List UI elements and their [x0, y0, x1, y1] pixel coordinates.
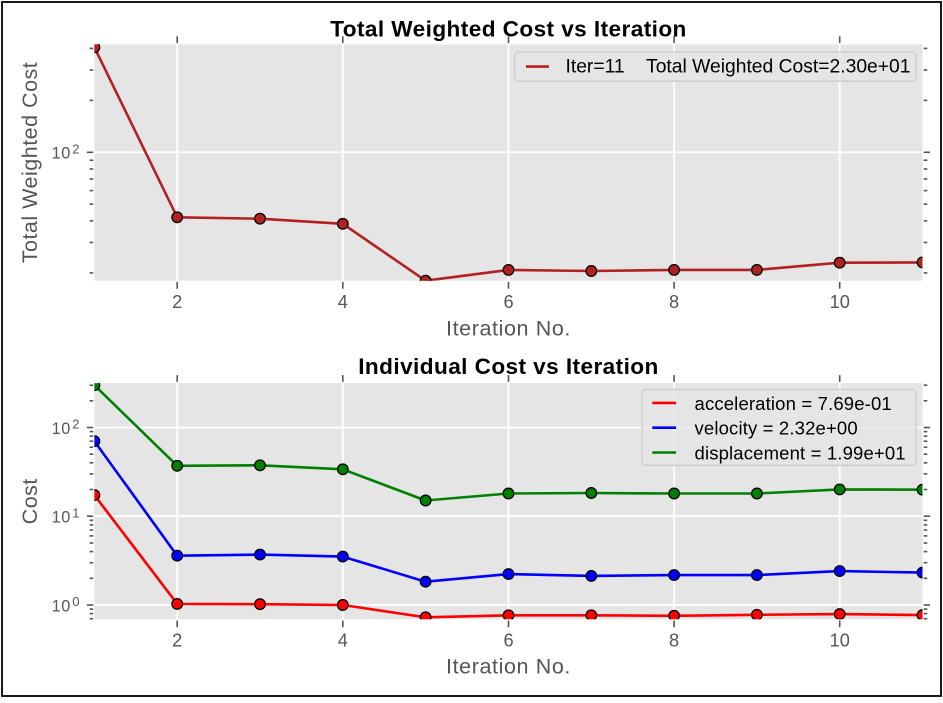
svg-text:Iteration No.: Iteration No.: [446, 655, 571, 679]
svg-text:10: 10: [830, 292, 850, 312]
svg-text:2: 2: [172, 292, 182, 312]
svg-text:2: 2: [72, 141, 79, 156]
svg-text:Iter=11 Total Weighted Cost: Iter=11 Total Weighted Cost=2.30e+01: [566, 57, 911, 78]
svg-text:10: 10: [52, 145, 71, 163]
svg-text:10: 10: [52, 597, 71, 615]
svg-text:Total Weighted Cost vs Iterati: Total Weighted Cost vs Iteration: [330, 17, 687, 42]
svg-text:0: 0: [72, 594, 79, 609]
svg-text:2: 2: [72, 417, 79, 432]
svg-text:Iteration No.: Iteration No.: [446, 317, 571, 341]
svg-text:Cost: Cost: [18, 478, 42, 524]
svg-text:4: 4: [338, 292, 348, 312]
svg-text:10: 10: [52, 420, 71, 438]
svg-text:8: 8: [669, 631, 679, 651]
svg-text:Individual Cost vs Iteration: Individual Cost vs Iteration: [358, 354, 659, 379]
svg-text:acceleration = 7.69e-01: acceleration = 7.69e-01: [695, 393, 892, 414]
svg-text:velocity = 2.32e+00: velocity = 2.32e+00: [695, 418, 858, 439]
svg-text:10: 10: [52, 509, 71, 527]
svg-text:2: 2: [172, 631, 182, 651]
svg-text:Total Weighted Cost: Total Weighted Cost: [18, 62, 42, 264]
svg-text:10: 10: [830, 631, 850, 651]
svg-text:displacement = 1.99e+01: displacement = 1.99e+01: [695, 443, 906, 464]
svg-text:4: 4: [338, 631, 348, 651]
svg-text:8: 8: [669, 292, 679, 312]
svg-text:1: 1: [72, 505, 79, 520]
svg-text:6: 6: [503, 292, 513, 312]
svg-text:6: 6: [503, 631, 513, 651]
